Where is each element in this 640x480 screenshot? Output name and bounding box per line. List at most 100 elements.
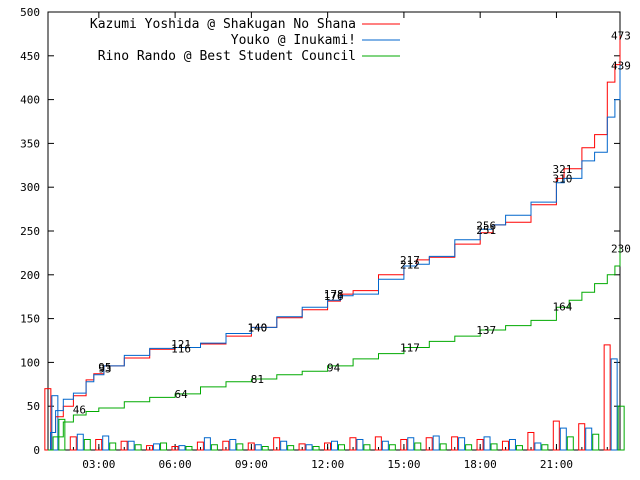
y-tick-label: 500 — [20, 6, 40, 19]
data-label: 310 — [553, 172, 573, 185]
hourly-bar — [363, 444, 371, 451]
hourly-bar — [349, 437, 357, 451]
hourly-bar — [127, 440, 135, 451]
hourly-bar — [178, 445, 186, 451]
hourly-bar — [490, 443, 498, 451]
x-tick-label: 09:00 — [235, 458, 268, 471]
data-label: 140 — [247, 321, 267, 334]
hourly-bar — [585, 427, 593, 451]
hourly-bar — [222, 440, 230, 451]
hourly-bar — [254, 444, 262, 451]
data-label: 121 — [171, 338, 191, 351]
data-label: 176 — [324, 290, 344, 303]
y-tick-label: 300 — [20, 181, 40, 194]
x-tick-label: 21:00 — [540, 458, 573, 471]
data-label: 95 — [98, 361, 111, 374]
data-label: 137 — [476, 324, 496, 337]
hourly-bar — [324, 442, 331, 451]
hourly-bar — [414, 442, 422, 451]
hourly-bar — [483, 436, 491, 451]
x-tick-label: 06:00 — [159, 458, 192, 471]
hourly-bar — [203, 437, 211, 451]
hourly-bar — [356, 438, 364, 451]
data-label: 164 — [553, 300, 573, 313]
data-label: 473 — [611, 30, 631, 43]
hourly-bar — [476, 438, 484, 451]
hourly-bar — [247, 442, 255, 451]
y-tick-label: 100 — [20, 356, 40, 369]
hourly-bar — [388, 444, 396, 451]
hourly-bar — [534, 442, 542, 451]
hourly-bar — [58, 418, 66, 451]
data-label: 321 — [553, 163, 573, 176]
hourly-bar — [432, 435, 440, 451]
data-label: 256 — [476, 220, 496, 233]
hourly-bar — [527, 431, 535, 451]
hourly-bar — [298, 443, 306, 451]
hourly-bar — [185, 445, 193, 451]
hourly-bar — [109, 442, 117, 451]
data-labels: 9512114017821725632147393116140176212251… — [73, 30, 631, 417]
data-label: 217 — [400, 254, 420, 267]
hourly-bar — [331, 440, 338, 451]
cumulative-lines — [48, 35, 621, 451]
hourly-bar — [236, 443, 244, 451]
data-label: 212 — [400, 258, 420, 271]
axes: 0 50 100 150 200 250 300 350 400 450 500 03:00 06:00… — [20, 6, 621, 471]
hourly-bar — [134, 444, 142, 451]
legend: Kazumi Yoshida @ Shakugan No ShanaYouko … — [90, 17, 400, 64]
hourly-bar — [610, 358, 618, 451]
hourly-bar — [617, 405, 625, 451]
hourly-bar — [592, 433, 600, 451]
data-label: 178 — [324, 288, 344, 301]
hourly-bar — [400, 438, 408, 451]
hourly-bar — [439, 443, 447, 451]
legend-label: Kazumi Yoshida @ Shakugan No Shana — [90, 17, 356, 32]
hourly-bar — [515, 445, 523, 451]
hourly-bar — [465, 444, 473, 451]
legend-label: Youko @ Inukami! — [231, 33, 356, 48]
data-label: 64 — [174, 388, 188, 401]
data-label: 251 — [476, 224, 496, 237]
hourly-bar — [451, 436, 459, 451]
y-tick-label: 0 — [33, 444, 40, 457]
plot-frame — [47, 11, 621, 451]
y-tick-label: 350 — [20, 137, 40, 150]
hourly-bar — [566, 436, 574, 451]
x-tick-label: 12:00 — [311, 458, 344, 471]
x-tick-label: 18:00 — [464, 458, 497, 471]
hourly-bar — [312, 445, 320, 451]
hourly-bar — [559, 427, 567, 451]
y-tick-label: 200 — [20, 269, 40, 282]
hourly-bar — [603, 344, 611, 451]
hourly-bar — [541, 444, 549, 451]
legend-label: Rino Rando @ Best Student Council — [98, 49, 356, 64]
data-label: 94 — [327, 362, 341, 375]
hourly-bar — [381, 440, 389, 451]
data-label: 116 — [171, 342, 191, 355]
x-tick-label: 03:00 — [82, 458, 115, 471]
hourly-bar — [407, 437, 415, 451]
hourly-bar — [196, 441, 204, 451]
x-tick-label: 15:00 — [387, 458, 420, 471]
y-tick-label: 50 — [27, 400, 40, 413]
hourly-bar — [374, 436, 382, 451]
hourly-bar — [51, 395, 59, 451]
hourly-bar — [83, 438, 91, 451]
data-label: 439 — [611, 59, 631, 72]
data-label: 81 — [251, 373, 264, 386]
hourly-bar — [69, 436, 77, 451]
y-tick-label: 400 — [20, 94, 40, 107]
y-tick-label: 150 — [20, 313, 40, 326]
series-line — [48, 35, 621, 451]
hourly-bar — [160, 442, 168, 451]
hourly-bar — [44, 388, 52, 451]
data-label: 140 — [247, 321, 267, 334]
hourly-bar — [153, 443, 161, 451]
hourly-bar — [305, 444, 313, 451]
data-label: 93 — [98, 363, 111, 376]
hourly-bar — [338, 444, 345, 451]
hourly-bar — [287, 445, 295, 451]
series-line — [48, 65, 621, 451]
hourly-bar — [425, 437, 433, 451]
